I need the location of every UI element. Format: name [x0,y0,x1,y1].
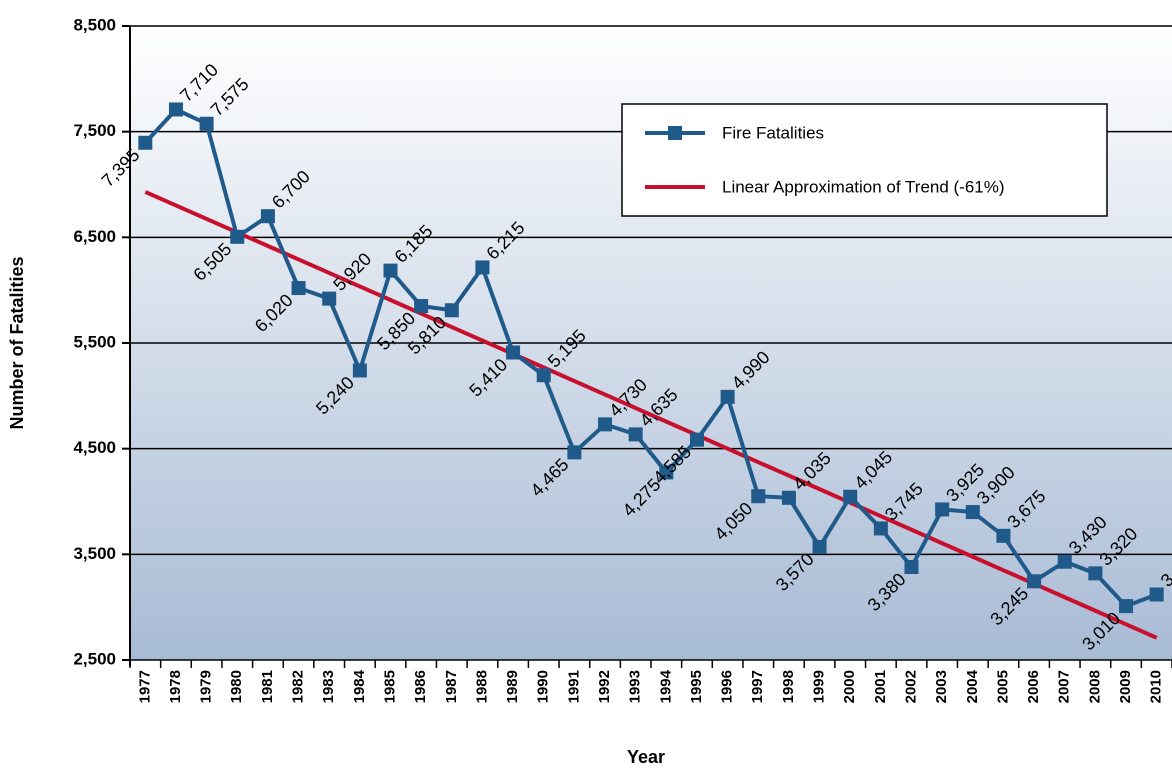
marker [1119,599,1134,614]
marker [1088,566,1103,581]
trend-line [144,190,1158,640]
legend-marker [668,126,682,140]
x-tick-label: 1988 [473,670,490,703]
marker [567,445,582,460]
marker [598,417,613,432]
x-tick-label: 1994 [657,669,674,703]
marker [873,521,888,536]
x-tick-label: 1987 [443,670,460,703]
x-tick-label: 1977 [136,670,153,703]
x-tick-label: 1993 [627,670,644,703]
x-tick-label: 1983 [320,670,337,703]
x-tick-label: 2005 [994,670,1011,703]
marker [996,528,1011,543]
marker [812,539,827,554]
x-tick-label: 1997 [749,670,766,703]
marker [843,489,858,504]
x-tick-label: 1982 [290,670,307,703]
x-tick-label: 1989 [504,670,521,703]
x-tick-label: 1999 [811,670,828,703]
marker [781,490,796,505]
marker [322,291,337,306]
data-line [143,107,1158,609]
marker [1149,587,1164,602]
y-tick-label: 2,500 [73,649,116,668]
marker [1027,574,1042,589]
x-tick-label: 2008 [1086,670,1103,703]
legend-label: Linear Approximation of Trend (-61%) [722,177,1005,196]
x-tick-label: 1984 [351,669,368,703]
marker [260,209,275,224]
y-tick-label: 6,500 [73,227,116,246]
x-tick-label: 2002 [902,670,919,703]
x-tick-label: 1998 [780,670,797,703]
y-tick-label: 3,500 [73,544,116,563]
x-tick-label: 1990 [535,670,552,703]
marker [444,303,459,318]
marker [475,260,490,275]
x-tick-label: 2003 [933,670,950,703]
legend-box [621,103,1108,217]
legend-label: Fire Fatalities [722,123,824,142]
x-tick-label: 2000 [841,670,858,703]
y-tick-label: 5,500 [73,332,116,351]
marker [1057,554,1072,569]
marker [138,135,153,150]
marker [628,427,643,442]
x-tick-label: 2007 [1056,670,1073,703]
marker [904,560,919,575]
x-tick-label: 2009 [1117,670,1134,703]
x-tick-label: 2010 [1148,670,1165,703]
x-axis-label: Year [627,747,665,767]
x-tick-label: 1979 [198,670,215,703]
marker [536,368,551,383]
marker [168,102,183,117]
x-tick-label: 1981 [259,670,276,703]
x-tick-label: 1986 [412,670,429,703]
y-tick-label: 7,500 [73,121,116,140]
y-tick-label: 4,500 [73,438,116,457]
y-axis-label: Number of Fatalities [7,256,27,429]
x-tick-label: 2001 [872,670,889,703]
marker [506,345,521,360]
marker [935,502,950,517]
marker [659,465,674,480]
marker [352,363,367,378]
marker [291,281,306,296]
marker [720,389,735,404]
x-tick-label: 1985 [381,670,398,703]
x-tick-label: 2006 [1025,670,1042,703]
x-tick-label: 2004 [964,669,981,703]
marker [689,432,704,447]
marker [199,116,214,131]
marker [414,299,429,314]
y-tick-label: 8,500 [73,15,116,34]
x-tick-label: 1978 [167,670,184,703]
x-tick-label: 1992 [596,670,613,703]
marker [751,489,766,504]
x-tick-label: 1991 [565,670,582,703]
x-tick-label: 1996 [719,670,736,703]
x-tick-label: 1995 [688,670,705,703]
marker [965,505,980,520]
x-tick-label: 1980 [228,670,245,703]
marker [230,229,245,244]
marker [383,263,398,278]
